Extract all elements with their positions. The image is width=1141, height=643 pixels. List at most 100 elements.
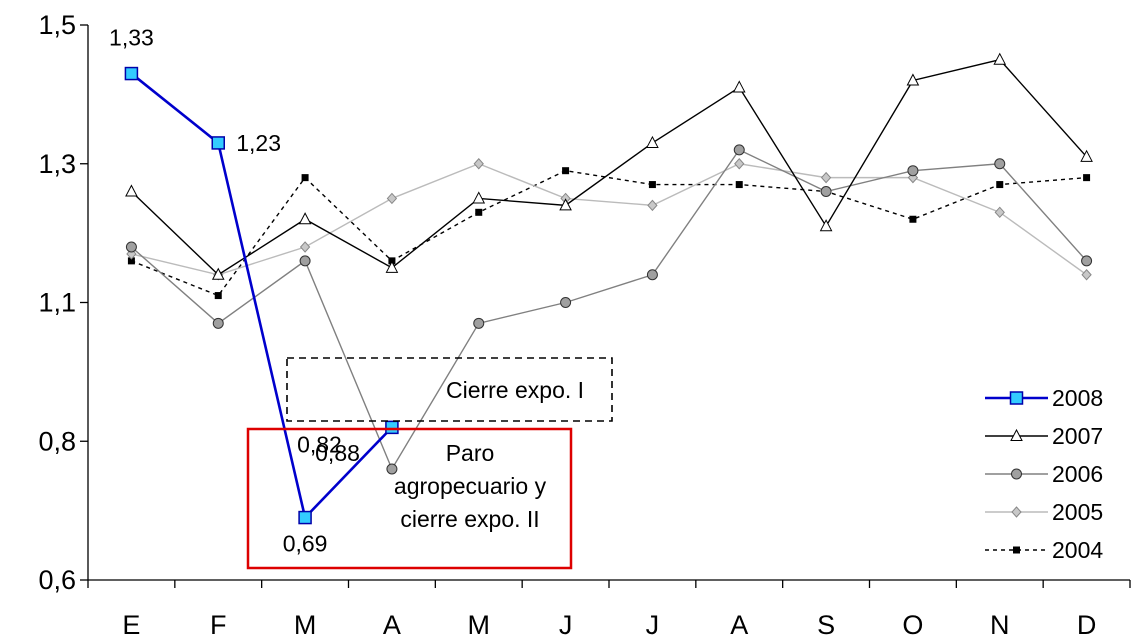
- data-point: [820, 186, 832, 197]
- y-tick-label: 1,5: [38, 10, 76, 40]
- data-point: [472, 191, 486, 204]
- data-point: [1080, 149, 1093, 162]
- data-point: [732, 80, 746, 93]
- annotation-box-cierre-expo-i: [286, 357, 613, 422]
- series-line: [130, 72, 393, 521]
- data-point: [734, 158, 745, 170]
- data-point: [125, 241, 137, 253]
- data-point: [1081, 255, 1093, 267]
- annotation-text: Cierre expo. I: [446, 377, 584, 403]
- data-point: [211, 267, 225, 280]
- annotation-text: agropecuario y: [394, 473, 547, 499]
- x-tick-label: O: [902, 610, 923, 640]
- series-line: [130, 58, 1088, 276]
- data-point: [298, 212, 312, 225]
- data-point: [646, 269, 658, 281]
- y-tick-label: 1,1: [38, 288, 76, 318]
- legend-label: 2006: [1052, 461, 1103, 487]
- data-point: [994, 158, 1006, 170]
- series-line: [130, 148, 1088, 471]
- data-point: [996, 181, 1004, 189]
- data-label: 0,82: [297, 431, 342, 457]
- data-point: [301, 174, 309, 182]
- data-point: [473, 317, 485, 329]
- x-tick-label: M: [294, 610, 317, 640]
- series-2006: [125, 144, 1093, 475]
- series-2004: [127, 167, 1091, 300]
- x-tick-label: J: [646, 610, 660, 640]
- y-tick-label: 0,8: [38, 426, 76, 456]
- data-point: [906, 73, 920, 86]
- series-line: [131, 162, 1087, 276]
- series-2005: [126, 158, 1092, 281]
- annotation-text: cierre expo. II: [400, 506, 539, 532]
- data-point: [212, 317, 224, 329]
- x-tick-label: S: [817, 610, 835, 640]
- legend-item-2007: 2007: [985, 423, 1103, 449]
- legend-label: 2008: [1052, 385, 1103, 411]
- annotation-text: Paro: [446, 440, 495, 466]
- x-tick-label: A: [730, 610, 748, 640]
- data-point: [127, 257, 135, 265]
- data-point: [385, 260, 399, 273]
- y-tick-label: 1,3: [38, 149, 76, 179]
- axes: 0,6 0,8 1,1 1,3 1,5 E F M A M J J A S O N D: [38, 10, 1131, 640]
- legend-item-2008: 2008: [985, 385, 1103, 411]
- legend-item-2006: 2006: [985, 461, 1103, 487]
- data-point: [819, 219, 833, 232]
- x-tick-label: N: [990, 610, 1010, 640]
- annotations: Cierre expo. I Paro agropecuario y cierre e…: [246, 357, 613, 570]
- data-point: [473, 158, 484, 170]
- data-label: 1,23: [236, 130, 281, 156]
- series-2008: [124, 66, 399, 525]
- data-point: [1011, 468, 1022, 480]
- data-point: [820, 171, 832, 184]
- data-point: [386, 192, 398, 205]
- data-point: [475, 208, 483, 216]
- data-point: [125, 184, 138, 197]
- data-point: [299, 241, 311, 253]
- data-point: [1081, 269, 1092, 281]
- data-point: [560, 297, 572, 308]
- legend-label: 2004: [1052, 537, 1103, 563]
- series-line: [131, 169, 1087, 297]
- y-tick-label: 0,6: [38, 565, 76, 595]
- data-labels: 1,33 1,23 0,82 0,69 0,88: [109, 25, 360, 557]
- x-tick-label: M: [468, 610, 491, 640]
- data-point: [1011, 506, 1022, 518]
- data-point: [735, 181, 743, 189]
- data-point: [993, 52, 1007, 65]
- data-point: [559, 198, 572, 211]
- data-point: [647, 199, 658, 212]
- legend-label: 2005: [1052, 499, 1103, 525]
- legend: 2008 2007 2006 2005 2004: [985, 385, 1103, 563]
- data-label: 1,33: [109, 25, 154, 51]
- data-point: [386, 463, 398, 475]
- data-point: [1010, 428, 1023, 441]
- data-point: [1013, 546, 1020, 554]
- legend-item-2005: 2005: [985, 499, 1103, 525]
- data-point: [1083, 174, 1091, 182]
- data-point: [907, 165, 919, 177]
- data-point: [211, 136, 225, 150]
- legend-item-2004: 2004: [985, 537, 1103, 563]
- data-point: [733, 144, 745, 156]
- data-point: [646, 135, 659, 148]
- annotation-box-paro-agropecuario: [246, 427, 573, 570]
- data-point: [124, 66, 139, 81]
- data-point: [385, 420, 399, 435]
- x-tick-label: F: [210, 610, 227, 640]
- series-2007: [125, 52, 1093, 280]
- data-point: [648, 181, 656, 189]
- data-point: [994, 206, 1005, 219]
- data-point: [1009, 391, 1024, 405]
- data-point: [214, 292, 222, 300]
- data-point: [299, 255, 311, 267]
- data-label: 0,88: [315, 440, 360, 466]
- x-tick-label: A: [383, 610, 401, 640]
- data-point: [562, 167, 570, 175]
- data-point: [298, 510, 312, 525]
- x-tick-label: D: [1077, 610, 1097, 640]
